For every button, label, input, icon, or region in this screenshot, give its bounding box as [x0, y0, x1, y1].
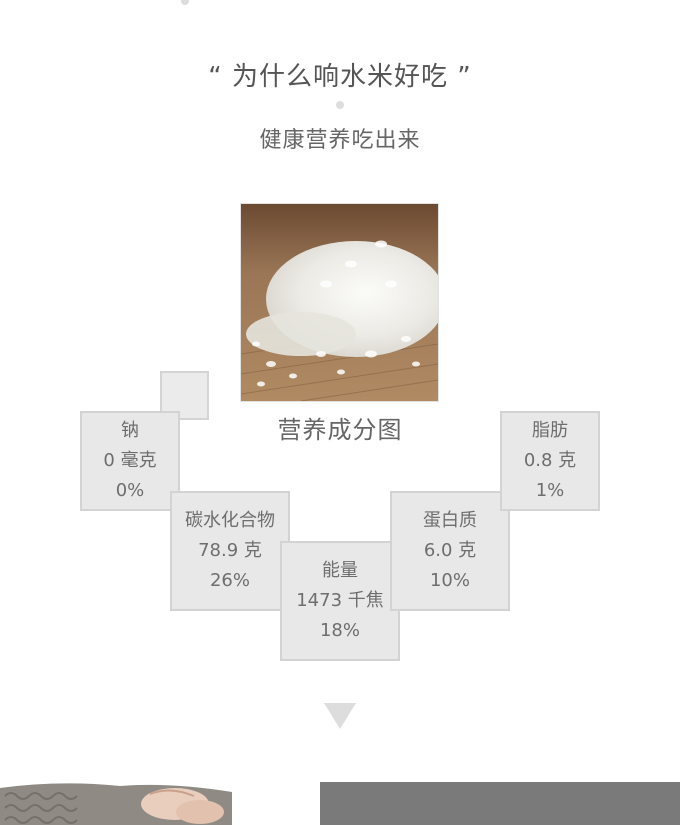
nutrient-amount: 0 毫克 — [103, 450, 157, 471]
nutrient-tile-sodium: 钠 0 毫克 0% — [80, 411, 180, 511]
nutrient-amount: 0.8 克 — [523, 450, 577, 471]
nutrient-percent: 26% — [209, 570, 250, 591]
nutrient-percent: 0% — [115, 480, 145, 501]
page-headline: “ 为什么响水米好吃 ” — [208, 62, 472, 92]
decor-square — [160, 371, 209, 420]
divider-dot — [336, 101, 344, 109]
nutrient-tile-protein: 蛋白质 6.0 克 10% — [390, 491, 510, 611]
knit-hands-image — [0, 782, 232, 825]
rice-photo — [240, 203, 439, 402]
nutrient-tile-fat: 脂肪 0.8 克 1% — [500, 411, 600, 511]
nutrient-name: 蛋白质 — [423, 510, 477, 531]
nutrient-amount: 78.9 克 — [198, 540, 262, 561]
down-triangle-icon — [324, 703, 356, 729]
page-subheadline: 健康营养吃出来 — [259, 128, 421, 153]
nutrient-tile-carbohydrate: 碳水化合物 78.9 克 26% — [170, 491, 290, 611]
rice-grains-image — [241, 204, 438, 401]
top-decor-dot — [181, 0, 189, 5]
nutrient-name: 碳水化合物 — [185, 510, 275, 531]
nutrient-name: 钠 — [121, 420, 139, 441]
nutrient-tile-energy: 能量 1473 千焦 18% — [280, 541, 400, 661]
nutrient-amount: 6.0 克 — [423, 540, 477, 561]
bottom-gray-panel — [320, 782, 680, 825]
nutrient-percent: 18% — [319, 620, 360, 641]
nutrient-percent: 10% — [429, 570, 470, 591]
nutrient-name: 能量 — [322, 560, 358, 581]
nutrition-chart-title: 营养成分图 — [277, 416, 403, 444]
nutrient-percent: 1% — [535, 480, 565, 501]
bottom-photo-hands — [0, 782, 232, 825]
nutrient-name: 脂肪 — [532, 420, 568, 441]
nutrient-amount: 1473 千焦 — [296, 590, 384, 611]
